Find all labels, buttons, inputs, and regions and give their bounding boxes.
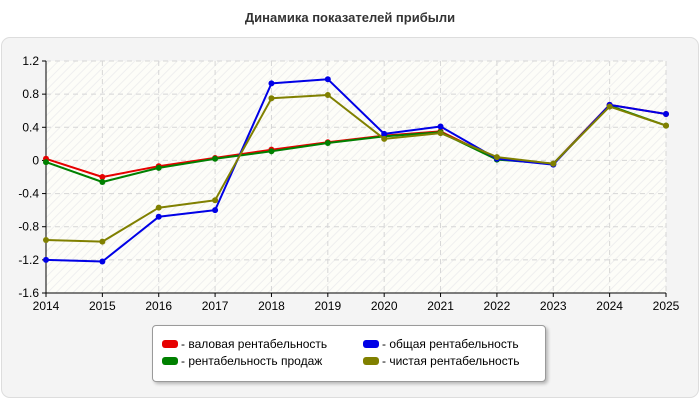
y-tick-label: 1.2	[22, 54, 39, 68]
plot-area	[46, 61, 666, 293]
data-point	[550, 160, 557, 167]
x-tick-label: 2020	[371, 299, 398, 313]
legend-label: - рентабельность продаж	[181, 354, 323, 368]
x-tick-label: 2014	[33, 299, 60, 313]
data-point	[663, 122, 669, 129]
data-point	[381, 135, 388, 142]
data-point	[99, 238, 106, 245]
data-point	[99, 258, 106, 265]
data-point	[663, 111, 669, 118]
y-tick-label: -1.2	[18, 253, 39, 267]
data-point	[43, 236, 49, 243]
data-point	[212, 207, 219, 214]
x-tick-label: 2017	[202, 299, 229, 313]
legend-item-net: - чистая рентабельность	[363, 353, 519, 369]
y-tick-label: 0.4	[22, 120, 39, 134]
data-point	[493, 154, 500, 161]
series-group	[43, 76, 669, 265]
x-tick-label: 2023	[540, 299, 567, 313]
data-point	[43, 159, 49, 166]
legend-swatch	[162, 357, 178, 365]
data-point	[437, 130, 444, 137]
data-point	[268, 80, 275, 87]
legend: - валовая рентабельность - общая рентабе…	[152, 325, 546, 382]
chart-title: Динамика показателей прибыли	[244, 10, 456, 25]
data-point	[212, 197, 219, 204]
data-point	[155, 204, 162, 211]
x-tick-label: 2022	[484, 299, 511, 313]
data-point	[99, 178, 106, 185]
data-point	[212, 155, 219, 162]
x-tick-label: 2024	[596, 299, 623, 313]
data-point	[155, 164, 162, 171]
legend-item-sales: - рентабельность продаж	[162, 353, 322, 369]
legend-label: - чистая рентабельность	[382, 354, 520, 368]
legend-swatch	[363, 357, 379, 365]
y-tick-label: -0.8	[18, 220, 39, 234]
series-line	[45, 94, 667, 243]
legend-swatch	[363, 340, 379, 348]
x-tick-label: 2025	[653, 299, 680, 313]
data-point	[437, 123, 444, 130]
x-tick-label: 2021	[427, 299, 454, 313]
legend-label: - валовая рентабельность	[181, 337, 328, 351]
data-point	[155, 213, 162, 220]
data-point	[606, 103, 613, 110]
y-tick-label: -1.6	[18, 286, 39, 300]
x-tick-label: 2019	[314, 299, 341, 313]
x-tick-label: 2018	[258, 299, 285, 313]
data-point	[43, 256, 49, 263]
data-point	[268, 148, 275, 155]
data-point	[324, 76, 331, 83]
y-tick-label: 0	[32, 153, 39, 167]
y-tick-label: -0.4	[18, 187, 39, 201]
x-tick-label: 2016	[145, 299, 172, 313]
x-tick-label: 2015	[89, 299, 116, 313]
legend-label: - общая рентабельность	[382, 337, 519, 351]
data-point	[381, 130, 388, 137]
data-point	[99, 174, 106, 180]
axes	[42, 60, 667, 297]
legend-item-total: - общая рентабельность	[363, 336, 519, 352]
legend-item-gross: - валовая рентабельность	[162, 336, 327, 352]
data-point	[324, 140, 331, 147]
data-point	[324, 91, 331, 98]
y-tick-label: 0.8	[22, 87, 39, 101]
data-point	[268, 95, 275, 102]
legend-swatch	[162, 340, 178, 348]
